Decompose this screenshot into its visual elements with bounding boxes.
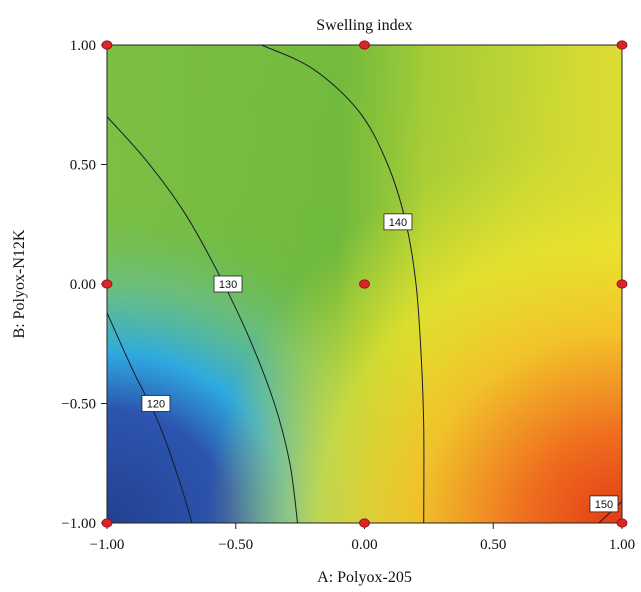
contour-label-text: 140 — [389, 217, 407, 229]
contour-label-text: 130 — [219, 279, 237, 291]
y-axis-label: B: Polyox-N12K — [11, 229, 28, 338]
contour-label-box — [213, 275, 243, 293]
contour-label-150: 150 — [589, 495, 619, 513]
x-tick-label: −0.50 — [218, 537, 253, 553]
contour-line-130 — [107, 116, 299, 523]
design-point — [101, 40, 113, 50]
x-tick-label: 0.00 — [351, 537, 377, 553]
y-tick-label: 0.00 — [70, 277, 96, 293]
design-point — [101, 279, 113, 289]
chart-title: Swelling index — [316, 17, 412, 34]
design-point — [616, 279, 628, 289]
y-tick-label: −0.50 — [61, 397, 96, 413]
contour-line-120 — [107, 312, 193, 523]
x-tick-label: −1.00 — [90, 537, 125, 553]
design-point — [359, 279, 370, 289]
contour-label-120: 120 — [141, 395, 171, 412]
design-point — [616, 40, 628, 50]
design-point — [359, 518, 370, 528]
contour-label-box — [589, 495, 619, 513]
x-tick-label: 0.50 — [480, 537, 506, 553]
y-tick-label: 1.00 — [70, 38, 96, 54]
contour-label-text: 150 — [595, 499, 613, 511]
x-tick-label: 1.00 — [609, 537, 635, 553]
contour-label-box — [383, 213, 413, 231]
design-point — [101, 518, 113, 528]
x-axis-label: A: Polyox-205 — [317, 569, 412, 586]
y-tick-label: −1.00 — [61, 516, 96, 532]
contour-labels: 120 130 140 150 — [141, 213, 619, 513]
contour-label-text: 120 — [147, 399, 165, 411]
design-point — [616, 518, 628, 528]
design-points — [101, 40, 628, 528]
design-point — [359, 40, 370, 50]
contour-label-130: 130 — [213, 275, 243, 293]
contour-label-box — [141, 395, 171, 412]
y-tick-label: 0.50 — [70, 158, 96, 174]
contour-label-140: 140 — [383, 213, 413, 231]
